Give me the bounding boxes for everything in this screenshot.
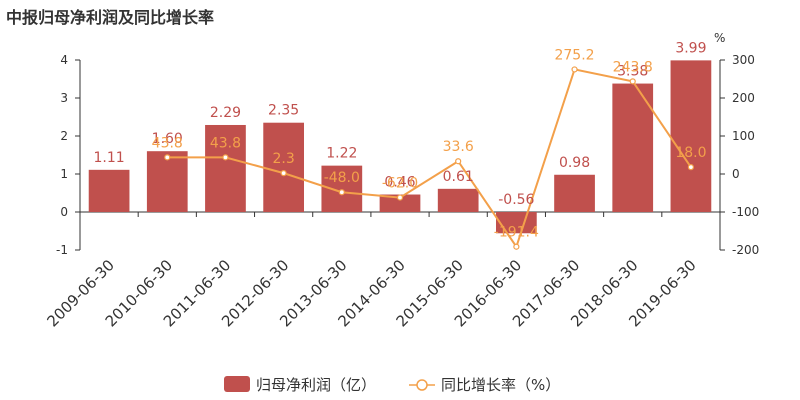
bar: [88, 169, 130, 212]
bar-value-label: 0.98: [559, 155, 590, 171]
bar-value-label: -0.56: [498, 192, 534, 208]
line-point: [338, 189, 345, 196]
y-left-tick-label: 3: [60, 91, 68, 105]
bar: [205, 124, 246, 212]
bar: [146, 151, 188, 212]
bar-value-label: 1.60: [152, 131, 183, 147]
bar-value-label: 2.35: [268, 103, 299, 119]
bar-value-label: 0.61: [443, 169, 474, 185]
legend-bar-swatch: [224, 376, 250, 392]
line-point: [571, 66, 578, 73]
bar: [612, 83, 654, 212]
legend-bar-label: 归母净利润（亿）: [256, 376, 376, 394]
bar-value-label: 0.46: [384, 175, 415, 191]
y-left-tick-label: -1: [56, 243, 68, 257]
y-left-tick-label: 4: [60, 53, 68, 67]
y-left-tick-label: 0: [60, 205, 68, 219]
bar-value-label: 1.11: [94, 150, 125, 166]
line-value-label: -62.0: [382, 176, 418, 192]
y-right-tick-label: 200: [732, 91, 755, 105]
y-left-tick-label: 1: [60, 167, 68, 181]
data-labels-layer: 1.11 1.60 2.29 2.35 1.22 0.46 0.61 -0.56 0.98 3.3…: [94, 40, 707, 240]
bar: [670, 60, 712, 212]
legend-line-label: 同比增长率（%）: [441, 376, 560, 394]
growth-line: [167, 68, 692, 249]
bar: [263, 122, 304, 212]
line-point: [629, 78, 636, 85]
legend-line-marker: [416, 379, 428, 391]
y-right-tick-label: 0: [732, 167, 740, 181]
line-point: [687, 164, 695, 171]
line-value-label: 243.8: [613, 59, 653, 75]
line-value-label: 43.8: [210, 135, 241, 151]
line-value-label: 43.8: [152, 135, 183, 151]
line-value-label: 275.2: [554, 47, 594, 63]
y-right-axis-label: %: [714, 31, 725, 45]
line-point: [280, 170, 287, 177]
legend[interactable]: 归母净利润（亿） 同比增长率（%）: [224, 376, 560, 394]
y-right-tick-label: -100: [732, 205, 759, 219]
bar-value-label: 1.22: [326, 146, 357, 162]
bar-value-label: 2.29: [210, 105, 241, 121]
bar: [437, 188, 479, 212]
line-value-label: 33.6: [443, 139, 474, 155]
bar: [379, 194, 421, 212]
line-value-label: -48.0: [324, 170, 360, 186]
line-point: [396, 194, 404, 201]
chart-title: 中报归母净利润及同比增长率: [6, 8, 215, 27]
line-value-label: -191.4: [494, 225, 539, 241]
line-point: [222, 154, 229, 161]
y-right-tick-label: -200: [732, 243, 759, 257]
y-right-tick-label: 300: [732, 53, 755, 67]
line-layer: [164, 66, 695, 250]
y-left-tick-label: 2: [60, 129, 68, 143]
y-right-tick-label: 100: [732, 129, 755, 143]
line-value-label: 18.0: [675, 145, 706, 161]
bar-value-label: 3.38: [617, 64, 648, 80]
line-point: [455, 158, 462, 165]
line-point: [164, 154, 171, 161]
bar-value-label: 3.99: [675, 40, 706, 56]
bar: [554, 174, 595, 212]
line-value-label: 2.3: [273, 151, 295, 167]
line-point: [513, 243, 520, 250]
